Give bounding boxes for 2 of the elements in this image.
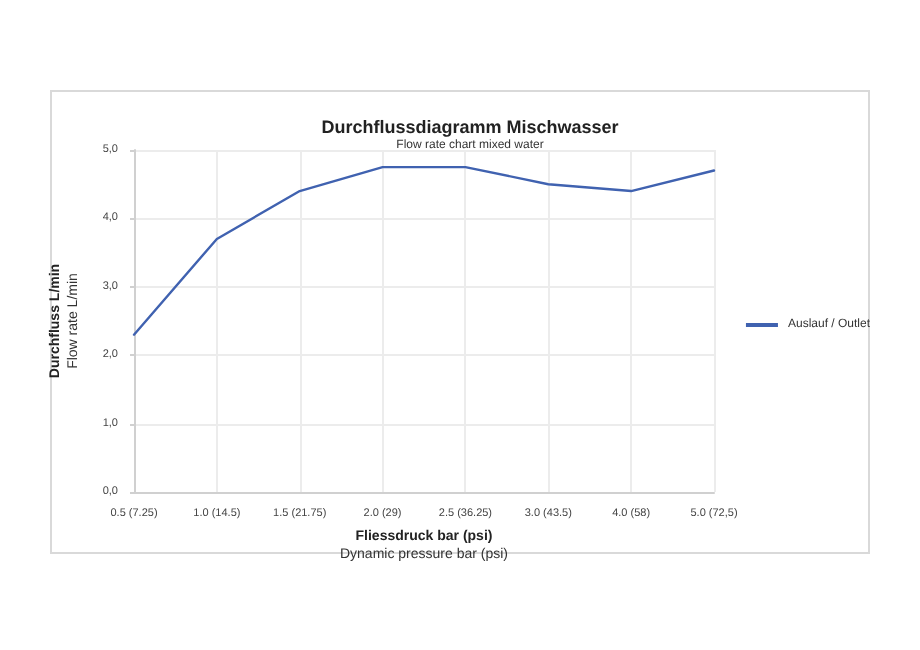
- chart-title: Durchflussdiagramm Mischwasser: [321, 117, 620, 137]
- line-series: [132, 165, 716, 336]
